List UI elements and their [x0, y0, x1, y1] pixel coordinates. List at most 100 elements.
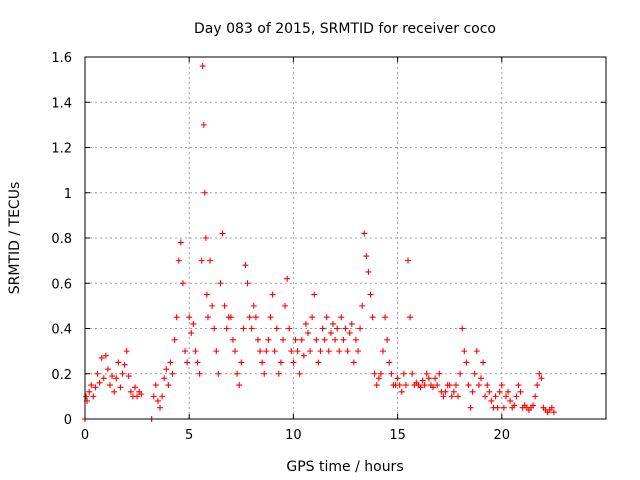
data-point — [513, 393, 520, 400]
data-point — [203, 291, 210, 298]
y-tick-label: 0.2 — [51, 368, 72, 383]
data-point — [511, 402, 518, 409]
data-point — [94, 370, 101, 377]
y-tick-label: 1.6 — [51, 51, 72, 66]
y-tick-label: 0.4 — [51, 323, 72, 338]
data-point — [498, 382, 505, 389]
data-point — [315, 359, 322, 366]
data-point — [342, 325, 349, 332]
x-tick-label: 20 — [494, 428, 511, 443]
data-point — [480, 359, 487, 366]
data-point — [121, 361, 128, 368]
data-point — [321, 336, 328, 343]
ticks-layer: 0 5 10 15 20 0 0.2 0.4 0.6 0.8 1 1.2 1.4 1.6 — [51, 51, 606, 443]
y-tick-label: 1.2 — [51, 142, 72, 157]
data-point — [448, 393, 455, 400]
data-point — [536, 370, 543, 377]
data-point — [209, 302, 216, 309]
data-point — [492, 393, 499, 400]
data-point — [434, 382, 441, 389]
data-point — [215, 370, 222, 377]
data-point — [152, 382, 159, 389]
data-point — [340, 336, 347, 343]
data-point — [201, 189, 208, 196]
x-tick-label: 0 — [81, 428, 89, 443]
y-tick-label: 1 — [64, 187, 72, 202]
data-point — [377, 370, 384, 377]
data-point — [382, 314, 389, 321]
data-point — [455, 393, 462, 400]
data-point — [250, 302, 257, 309]
data-point — [83, 393, 90, 400]
data-point — [286, 325, 293, 332]
data-point — [167, 359, 174, 366]
data-point — [173, 314, 180, 321]
data-point — [442, 388, 449, 395]
x-tick-label: 10 — [285, 428, 302, 443]
data-point — [163, 366, 170, 373]
data-point — [325, 348, 332, 355]
data-point — [177, 239, 184, 246]
data-point — [515, 382, 522, 389]
chart-title: Day 083 of 2015, SRMTID for receiver coc… — [194, 21, 496, 37]
data-point — [465, 382, 472, 389]
data-point — [327, 330, 334, 337]
data-point — [107, 382, 114, 389]
data-point — [265, 336, 272, 343]
data-point — [227, 314, 234, 321]
data-point — [369, 314, 376, 321]
y-tick-label: 0.6 — [51, 277, 72, 292]
data-point — [86, 388, 93, 395]
data-point — [190, 320, 197, 327]
marks-layer — [82, 63, 557, 422]
data-point — [496, 388, 503, 395]
data-point — [452, 382, 459, 389]
data-point — [202, 235, 209, 241]
data-point — [363, 253, 370, 260]
data-point — [440, 393, 447, 400]
data-point — [488, 397, 495, 404]
data-point — [402, 382, 409, 389]
data-point — [296, 370, 303, 377]
data-point — [159, 393, 166, 400]
data-point — [179, 280, 186, 287]
data-point — [111, 388, 118, 395]
data-point — [88, 382, 95, 389]
data-point — [334, 325, 341, 332]
data-point — [502, 393, 509, 400]
data-point — [507, 397, 514, 404]
data-point — [417, 384, 424, 391]
data-point — [194, 359, 201, 366]
data-point — [359, 302, 366, 309]
data-point — [115, 359, 122, 366]
data-point — [196, 370, 203, 377]
y-axis-title: SRMTID / TECUs — [7, 182, 23, 295]
data-point — [332, 336, 339, 343]
data-point — [450, 388, 457, 395]
data-point — [92, 384, 99, 391]
data-point — [373, 382, 380, 389]
data-point — [257, 348, 264, 355]
data-point — [240, 325, 247, 332]
data-point — [323, 314, 330, 321]
data-point — [350, 359, 357, 366]
data-point — [398, 388, 405, 395]
data-point — [282, 302, 289, 309]
data-point — [192, 348, 199, 355]
data-point — [394, 375, 401, 382]
data-point — [154, 397, 161, 404]
data-point — [254, 336, 261, 343]
data-point — [388, 370, 395, 377]
data-point — [357, 325, 364, 332]
data-point — [384, 336, 391, 343]
data-point — [104, 366, 111, 373]
data-point — [169, 370, 176, 377]
data-point — [505, 388, 512, 395]
data-point — [188, 330, 195, 337]
data-point — [467, 404, 474, 411]
data-point — [400, 370, 407, 377]
data-point — [96, 379, 103, 386]
data-point — [486, 388, 493, 395]
data-point — [198, 257, 205, 264]
y-tick-label: 0 — [64, 413, 72, 428]
